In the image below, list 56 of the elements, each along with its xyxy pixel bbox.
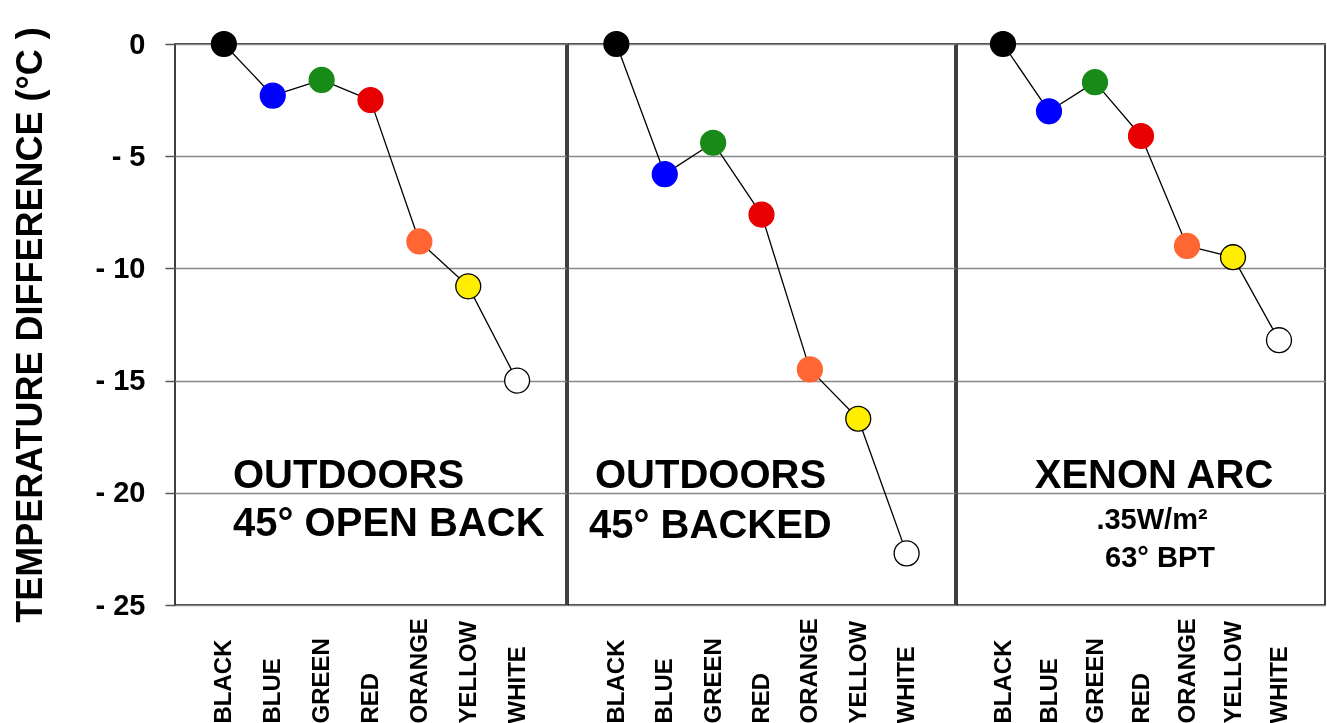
x-tick-label: BLACK <box>209 638 237 723</box>
point <box>259 82 286 109</box>
y-tick-label: 0 <box>129 27 146 60</box>
annotation: OUTDOORS <box>233 452 465 496</box>
x-tick-label: YELLOW <box>843 620 871 723</box>
x-tick-label: RED <box>747 672 774 723</box>
x-tick-label: WHITE <box>1264 646 1292 723</box>
x-tick-label: RED <box>1126 672 1154 723</box>
point <box>357 87 384 114</box>
point <box>748 201 775 228</box>
x-tick-label: GREEN <box>307 638 335 723</box>
point <box>796 356 823 383</box>
x-tick-label: ORANGE <box>404 618 432 723</box>
annotation: 63° BPT <box>1105 541 1216 573</box>
annotation: .35W/m² <box>1096 503 1208 535</box>
x-tick-label: BLUE <box>258 658 286 723</box>
annotation: 45° OPEN BACK <box>233 500 545 544</box>
x-tick-label: GREEN <box>1080 638 1108 723</box>
point <box>504 367 531 394</box>
point <box>700 129 727 156</box>
point <box>893 540 920 567</box>
x-tick-label: WHITE <box>502 646 530 723</box>
x-tick-label: GREEN <box>698 638 726 723</box>
x-tick-label: BLACK <box>988 638 1016 723</box>
point <box>308 66 335 93</box>
y-tick-label: - 5 <box>111 139 146 172</box>
y-tick-label: - 10 <box>95 251 146 284</box>
point <box>845 405 872 432</box>
x-tick-label: YELLOW <box>1218 620 1246 723</box>
point <box>1127 122 1155 150</box>
point <box>1035 98 1063 125</box>
x-tick-label: YELLOW <box>453 620 481 723</box>
annotation: XENON ARC <box>1034 452 1274 496</box>
y-tick-label: - 20 <box>95 476 146 509</box>
point <box>1081 69 1109 96</box>
point <box>406 228 433 255</box>
annotation: OUTDOORS <box>595 452 827 496</box>
annotation: 45° BACKED <box>589 502 832 546</box>
x-tick-label: RED <box>356 672 383 723</box>
point <box>651 161 678 188</box>
point <box>210 30 237 58</box>
x-tick-label: ORANGE <box>795 618 823 723</box>
x-tick-label: BLUE <box>1034 658 1062 723</box>
x-tick-label: WHITE <box>892 646 920 723</box>
y-tick-label: - 15 <box>95 364 146 397</box>
x-tick-label: BLACK <box>601 638 629 723</box>
y-tick-label: - 25 <box>95 588 146 621</box>
point <box>989 30 1017 58</box>
point <box>1265 327 1293 354</box>
point <box>1173 232 1201 260</box>
x-tick-label: ORANGE <box>1172 618 1200 723</box>
point <box>1219 244 1247 271</box>
point <box>603 30 630 58</box>
y-axis-title: TEMPERATURE DIFFERENCE (°C ) <box>8 27 50 623</box>
point <box>455 273 482 300</box>
x-tick-label: BLUE <box>650 658 678 723</box>
